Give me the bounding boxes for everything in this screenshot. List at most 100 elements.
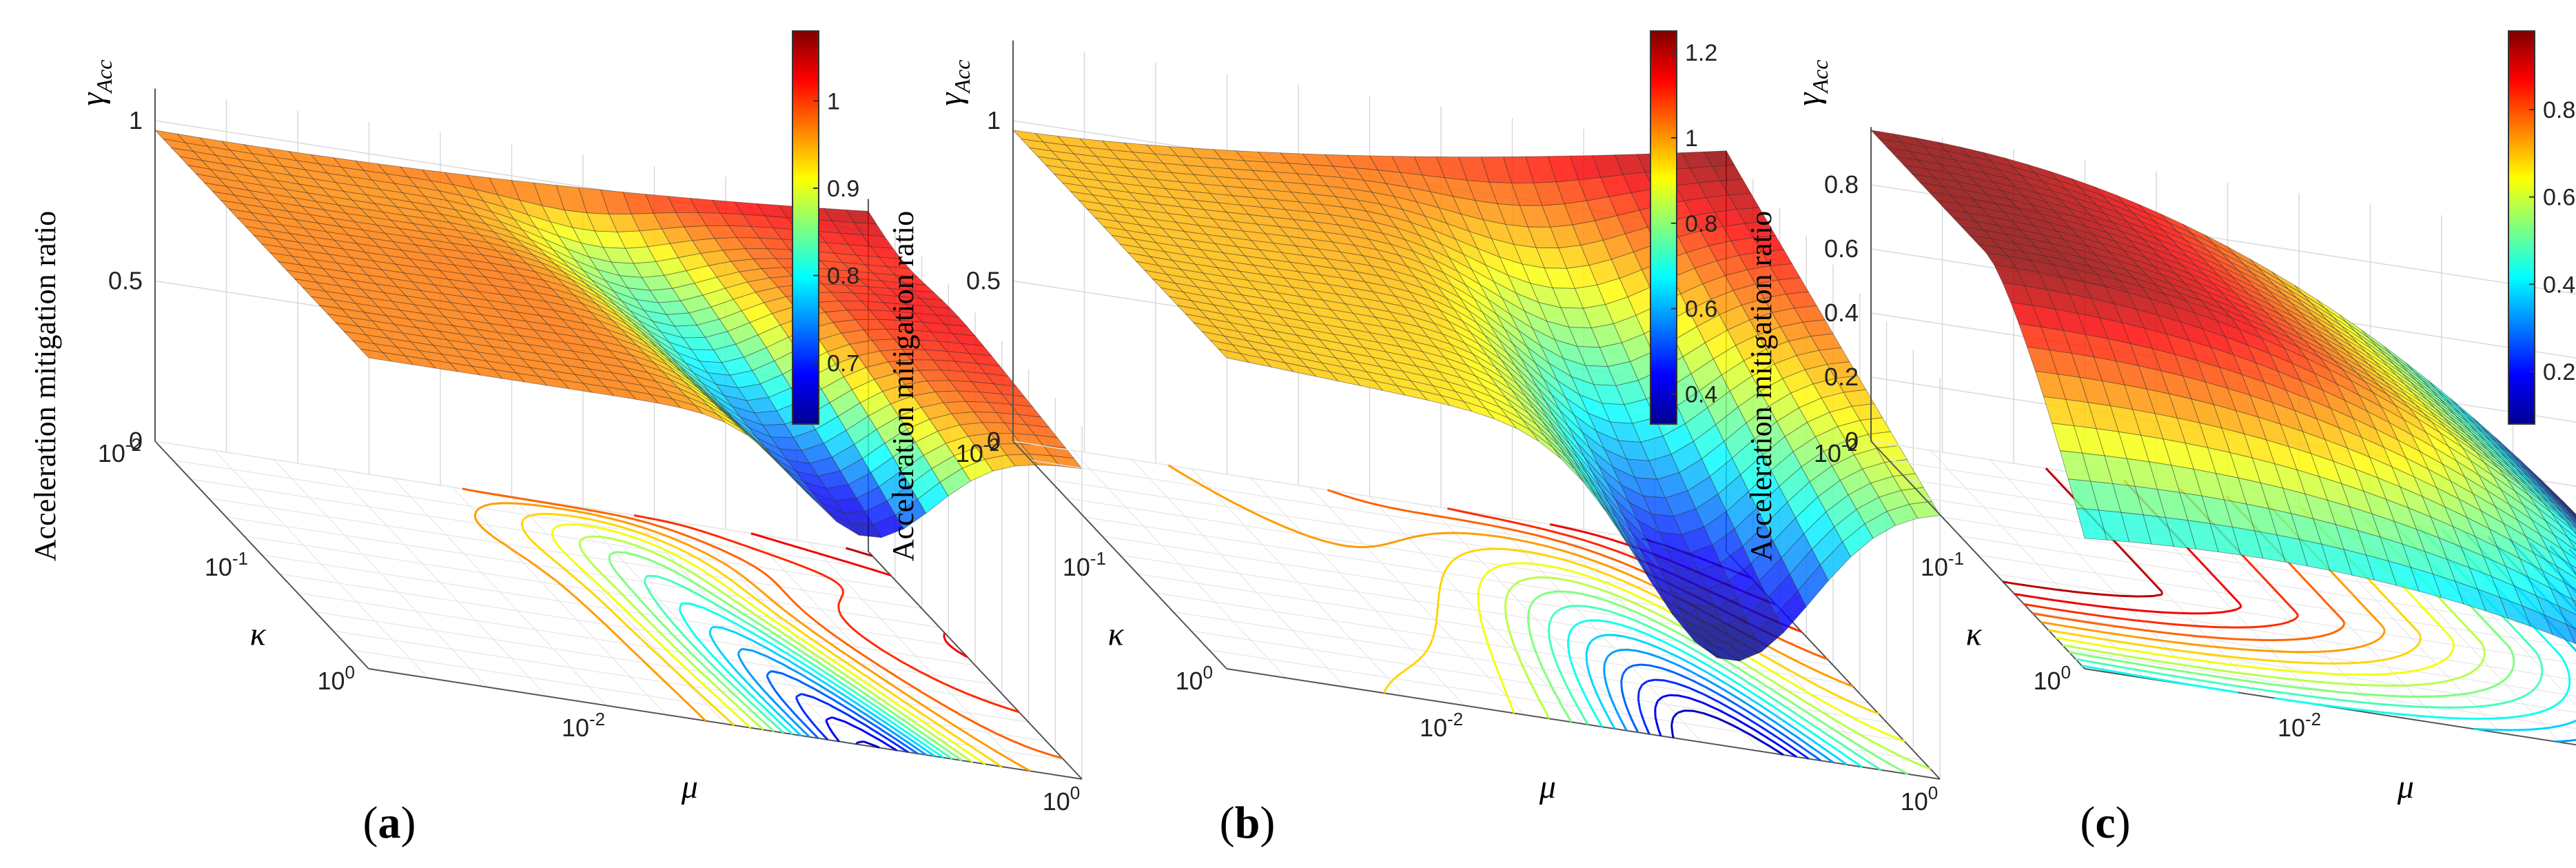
panel-label-text: ( [2080, 798, 2095, 848]
colorbar-tick-label: 0.2 [2543, 359, 2575, 385]
z-tick-label: 0.8 [1824, 170, 1859, 199]
surface-facet [2549, 587, 2576, 615]
axis-edge [2084, 668, 2576, 746]
y-tick-label: 100 [1175, 662, 1213, 695]
z-tick-label: 0.5 [108, 267, 143, 295]
z-tick-label: 0 [129, 427, 143, 455]
colorbar-tick-label: 0.8 [1685, 211, 1717, 237]
surface-facet [2559, 524, 2576, 545]
surface-facet [2568, 515, 2576, 524]
axis-edge [368, 668, 1083, 780]
z-tick-label: 0.6 [1824, 234, 1859, 263]
y-tick-label: 100 [2033, 662, 2071, 695]
contour-level [644, 574, 953, 760]
y-axis-symbol: κ [250, 616, 267, 653]
contour-level [1654, 694, 1797, 758]
floor-gridline [333, 630, 1047, 742]
panel-label-text: ( [1220, 798, 1235, 848]
contour-level [1670, 709, 1784, 756]
contour-level [1603, 648, 1834, 764]
z-tick-label: 0 [987, 427, 1001, 455]
floor-gridline [2067, 649, 2576, 729]
panel-label: (c) [2080, 798, 2130, 848]
contour-level [825, 716, 898, 751]
z-tick-label: 1 [129, 106, 143, 134]
panel-label-letter: b [1235, 798, 1260, 848]
surface-facet [2555, 505, 2576, 525]
floor-gridline [2013, 592, 2576, 680]
colorbar-tick-label: 1 [827, 88, 840, 114]
floor-gridline [2084, 668, 2576, 745]
colorbar-tick-label: 0.7 [827, 350, 859, 376]
surface-facet [2548, 503, 2576, 529]
y-axis-symbol: κ [1966, 616, 1983, 653]
x-tick-label: 10-2 [1420, 709, 1463, 742]
surface-facet [2546, 496, 2576, 524]
y-axis-symbol: κ [1108, 616, 1125, 653]
z-axis-symbol-subscript: Acc [950, 60, 974, 94]
contour-level [1548, 605, 1882, 771]
y-tick-label: 10-2 [98, 434, 141, 467]
x-axis-symbol: μ [2397, 769, 2414, 805]
colorbar-tick-label: 0.4 [2543, 272, 2575, 298]
axis-edge [154, 441, 369, 669]
x-tick-exponent: -2 [589, 709, 605, 729]
y-tick-exponent: -2 [1841, 434, 1857, 455]
surface-facet [2565, 521, 2576, 534]
contour-projection [1167, 464, 1931, 776]
floor-gridline [1995, 573, 2576, 665]
z-axis-symbol-subscript: Acc [92, 60, 116, 94]
axis-edge [1012, 441, 1227, 669]
z-axis-title: Acceleration mitigation ratio [28, 211, 62, 561]
contour-level [766, 669, 919, 755]
y-tick-label: 10-1 [1063, 548, 1106, 581]
contour-level [1620, 663, 1822, 762]
y-tick-exponent: -1 [1948, 548, 1964, 569]
surface-facet [2566, 624, 2576, 645]
colorbar [2508, 30, 2535, 425]
contour-projection [462, 487, 1063, 772]
panel-label-text: ) [401, 798, 416, 848]
contour-level [737, 647, 928, 756]
surface-facet [2572, 598, 2576, 608]
x-tick-label: 100 [1043, 783, 1081, 816]
x-tick-exponent: 0 [1928, 783, 1938, 803]
z-tick-label: 0.2 [1824, 363, 1859, 391]
contour-level [1585, 634, 1848, 766]
contour-level [551, 523, 986, 765]
x-tick-exponent: -2 [2305, 709, 2321, 729]
surface-facet [2547, 549, 2576, 579]
y-tick-exponent: -2 [125, 434, 141, 455]
contour-level [633, 514, 1020, 714]
surface [1870, 130, 2576, 645]
z-tick-label: 0 [1845, 427, 1859, 455]
y-tick-exponent: -1 [1090, 548, 1106, 569]
y-tick-exponent: 0 [345, 662, 355, 683]
y-tick-exponent: -2 [983, 434, 999, 455]
z-axis-title: Acceleration mitigation ratio [886, 211, 920, 561]
surface-facet [2555, 565, 2576, 590]
floor-gridline [279, 573, 993, 685]
colorbar [792, 30, 819, 425]
surface-facet [2557, 512, 2576, 531]
surface-facet [2564, 582, 2576, 602]
panel-label-letter: a [378, 798, 401, 848]
colorbar [1650, 30, 1677, 425]
floor-gridline [261, 554, 976, 666]
surface-facet [1050, 455, 1083, 470]
x-tick-exponent: -2 [1447, 709, 1463, 729]
surface [154, 130, 1083, 538]
surface-facet [2571, 522, 2576, 528]
contour-level [462, 487, 1063, 760]
colorbar-tick-label: 0.8 [827, 263, 859, 290]
panel-label-text: ( [363, 798, 378, 848]
y-tick-exponent: 0 [1203, 662, 1213, 683]
panel-c: 0 0.2 0.4 0.6 0.8 Acceleration mitigation rat… [1744, 30, 2576, 848]
z-axis-symbol: γAcc [1790, 60, 1832, 106]
contour-level [846, 547, 873, 557]
panel-label-text: ) [2116, 798, 2131, 848]
colorbar-tick-label: 1 [1685, 125, 1698, 152]
axis-edge [1226, 668, 1941, 780]
z-tick-label: 1 [987, 106, 1001, 134]
